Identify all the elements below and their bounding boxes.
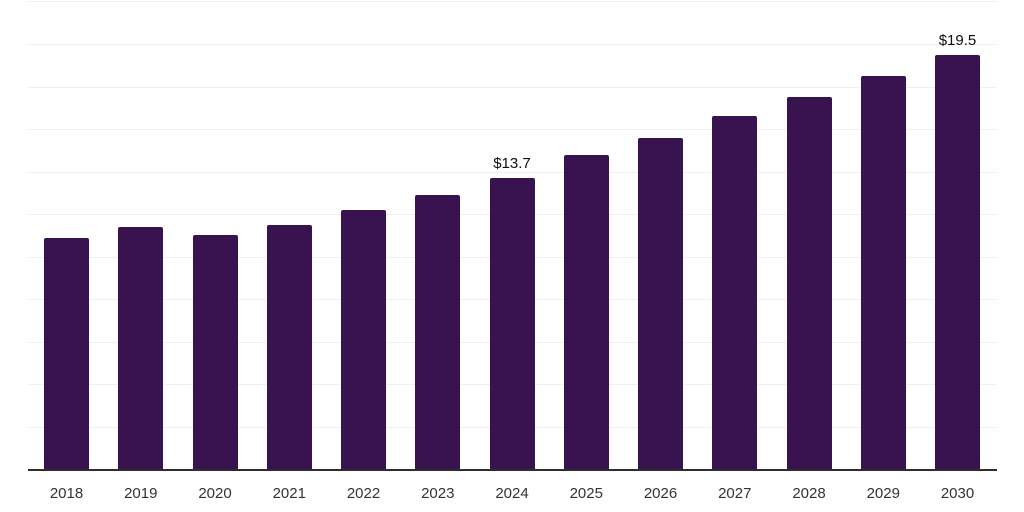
- bar-2022: [341, 209, 386, 470]
- bar-2027: [712, 116, 758, 470]
- bar-2028: [786, 97, 832, 470]
- x-tick-2029: 2029: [866, 485, 900, 502]
- bar-2018: [44, 237, 89, 470]
- x-tick-2018: 2018: [49, 485, 84, 502]
- x-tick-2025: 2025: [569, 485, 603, 502]
- x-tick-2027: 2027: [718, 485, 752, 502]
- bar-2019: [118, 226, 164, 470]
- bar-2024: [489, 178, 535, 470]
- x-tick-2022: 2022: [346, 485, 381, 502]
- bar-2021: [266, 224, 312, 470]
- x-axis-line: [28, 469, 997, 471]
- x-tick-2024: 2024: [495, 485, 529, 502]
- bar-2026: [638, 137, 683, 470]
- value-label-2030: $19.5: [938, 31, 977, 49]
- gridline-20: [28, 43, 997, 45]
- x-tick-2028: 2028: [792, 485, 826, 502]
- gridline-18: [28, 86, 997, 88]
- bar-2023: [415, 195, 461, 470]
- x-tick-2020: 2020: [198, 485, 232, 502]
- gridline-14: [28, 171, 997, 173]
- bar-2020: [192, 235, 238, 470]
- x-tick-2030: 2030: [940, 485, 975, 502]
- bar-2025: [563, 154, 609, 470]
- bar-2030: [935, 54, 980, 470]
- x-tick-2021: 2021: [272, 485, 306, 502]
- bar-2029: [860, 75, 906, 470]
- gridline-22: [28, 1, 997, 3]
- x-tick-2026: 2026: [643, 485, 678, 502]
- gridline-16: [28, 129, 997, 131]
- x-tick-2023: 2023: [421, 485, 455, 502]
- value-label-2024: $13.7: [493, 155, 531, 172]
- x-tick-2019: 2019: [124, 485, 158, 502]
